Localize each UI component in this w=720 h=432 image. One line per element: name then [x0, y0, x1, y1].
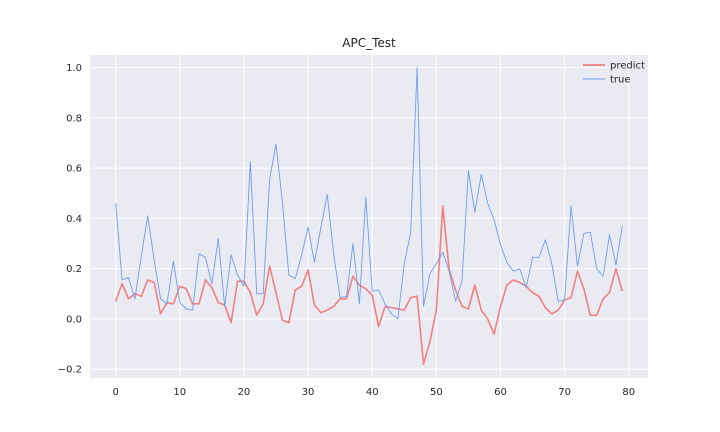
x-tick-label: 50 — [430, 387, 443, 398]
x-axis-ticks: 0 10 20 30 40 50 60 70 80 — [112, 387, 635, 398]
series-layer — [114, 67, 624, 365]
y-axis-ticks: −0.2 0.0 0.2 0.4 0.6 0.8 1.0 — [58, 63, 82, 376]
x-tick-label: 10 — [173, 387, 186, 398]
x-tick-label: 60 — [494, 387, 507, 398]
plot-background — [90, 55, 648, 378]
y-tick-label: 0.8 — [66, 113, 82, 124]
y-tick-label: 0.4 — [66, 214, 82, 225]
grid-lines — [90, 55, 648, 378]
x-tick-label: 0 — [112, 387, 118, 398]
x-tick-label: 30 — [302, 387, 315, 398]
y-tick-label: 0.0 — [66, 314, 82, 325]
x-tick-label: 80 — [622, 387, 635, 398]
legend-label-predict: predict — [610, 61, 645, 72]
x-tick-label: 20 — [238, 387, 251, 398]
y-tick-label: 0.2 — [66, 264, 82, 275]
y-tick-label: 1.0 — [66, 63, 82, 74]
x-tick-label: 40 — [366, 387, 379, 398]
legend: predict true — [583, 61, 645, 86]
y-tick-label: −0.2 — [58, 365, 82, 376]
y-tick-label: 0.6 — [66, 164, 82, 175]
chart-title: APC_Test — [342, 36, 396, 50]
x-tick-label: 70 — [558, 387, 571, 398]
series-line-predict — [114, 205, 624, 365]
series-line-true — [115, 67, 623, 320]
legend-label-true: true — [610, 75, 631, 86]
